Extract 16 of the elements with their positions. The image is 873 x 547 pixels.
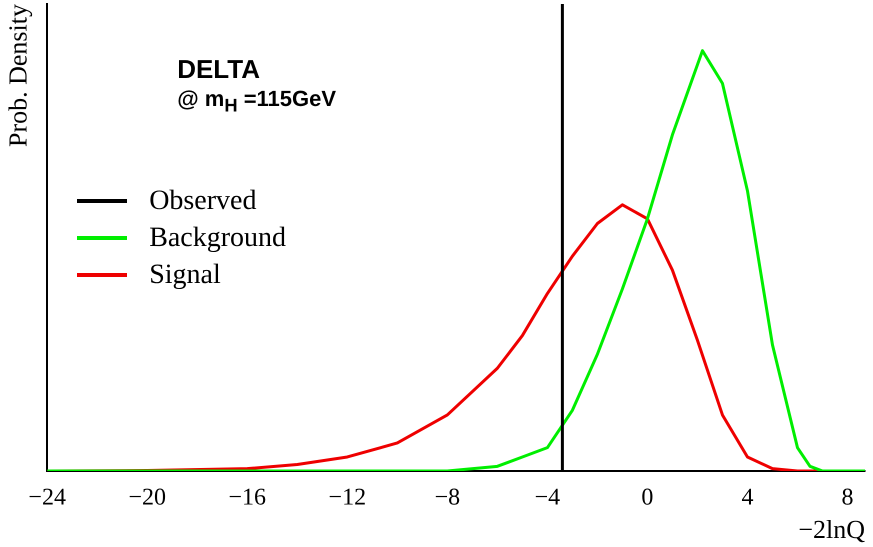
legend-label: Background: [149, 222, 286, 254]
legend-label: Observed: [149, 184, 256, 216]
x-tick-label: −24: [28, 484, 66, 511]
annotation: DELTA: [177, 54, 260, 85]
x-tick-label: 4: [741, 484, 754, 511]
x-axis-title: −2lnQ: [798, 515, 866, 544]
x-tick-label: −8: [434, 484, 460, 511]
x-tick-label: 8: [841, 484, 854, 511]
x-tick-label: 0: [641, 484, 654, 511]
annotation: @ m$_{H}$ =115GeV: [177, 86, 336, 116]
x-tick-label: −20: [128, 484, 166, 511]
x-tick-label: −16: [228, 484, 266, 511]
x-tick-label: −4: [534, 484, 560, 511]
legend-label: Signal: [149, 258, 221, 290]
x-tick-label: −12: [328, 484, 366, 511]
y-axis-title: Prob. Density: [3, 4, 32, 147]
